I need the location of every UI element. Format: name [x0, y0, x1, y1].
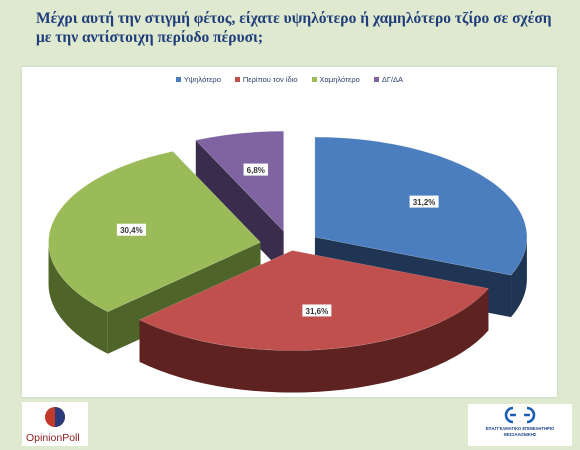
legend-swatch: [311, 77, 317, 82]
legend-item-lower: Χαμηλότερο: [311, 75, 360, 84]
data-label: 31,2%: [413, 198, 436, 207]
pie-slice-dk: [195, 130, 284, 232]
pie-slice-same: [138, 250, 489, 351]
opinionpoll-logo: OpinionPoll: [22, 402, 88, 446]
chamber-logo: ΕΠΑΓΓΕΛΜΑΤΙΚΟ ΕΠΙΜΕΛΗΤΗΡΙΟ ΘΕΣΣΑΛΟΝΙΚΗΣ: [468, 404, 572, 446]
pie-slice-dk-side: [195, 140, 284, 274]
chamber-name-line2: ΘΕΣΣΑΛΟΝΙΚΗΣ: [503, 432, 537, 437]
legend-item-same: Περίπου τον ίδιο: [234, 75, 298, 84]
chamber-name-line1: ΕΠΑΓΓΕΛΜΑΤΙΚΟ ΕΠΙΜΕΛΗΤΗΡΙΟ: [485, 426, 555, 431]
data-label: 6,8%: [247, 166, 265, 175]
data-label: 31,6%: [306, 307, 329, 316]
legend-label: ΔΓ/ΔΑ: [381, 75, 404, 84]
chart-legend: Υψηλότερο Περίπου τον ίδιο Χαμηλότερο ΔΓ…: [22, 75, 557, 84]
legend-swatch: [234, 77, 240, 82]
pie-chart: 31,2% 31,6% 30,4% 6,8%: [48, 130, 528, 393]
data-label-box: [302, 304, 332, 317]
opinionpoll-logo-text: OpinionPoll: [26, 432, 80, 444]
chamber-emblem-icon: [504, 406, 536, 424]
legend-item-higher: Υψηλότερο: [175, 75, 221, 84]
data-label-box: [243, 163, 268, 176]
chart-card: Υψηλότερο Περίπου τον ίδιο Χαμηλότερο ΔΓ…: [22, 67, 557, 397]
legend-label: Περίπου τον ίδιο: [242, 75, 298, 84]
legend-label: Χαμηλότερο: [319, 75, 360, 84]
legend-swatch: [373, 77, 379, 82]
opinionpoll-circle-icon: [45, 407, 65, 427]
legend-item-dk: ΔΓ/ΔΑ: [373, 75, 404, 84]
data-label-box: [116, 223, 146, 236]
data-label: 30,4%: [120, 226, 143, 235]
data-label-box: [409, 195, 439, 208]
page-title: Μέχρι αυτή την στιγμή φέτος, είχατε υψηλ…: [36, 10, 552, 46]
chamber-logo-text: ΕΠΑΓΓΕΛΜΑΤΙΚΟ ΕΠΙΜΕΛΗΤΗΡΙΟ ΘΕΣΣΑΛΟΝΙΚΗΣ: [472, 426, 568, 438]
legend-swatch: [175, 77, 181, 82]
legend-label: Υψηλότερο: [183, 75, 221, 84]
pie-slice-lower: [48, 151, 262, 313]
